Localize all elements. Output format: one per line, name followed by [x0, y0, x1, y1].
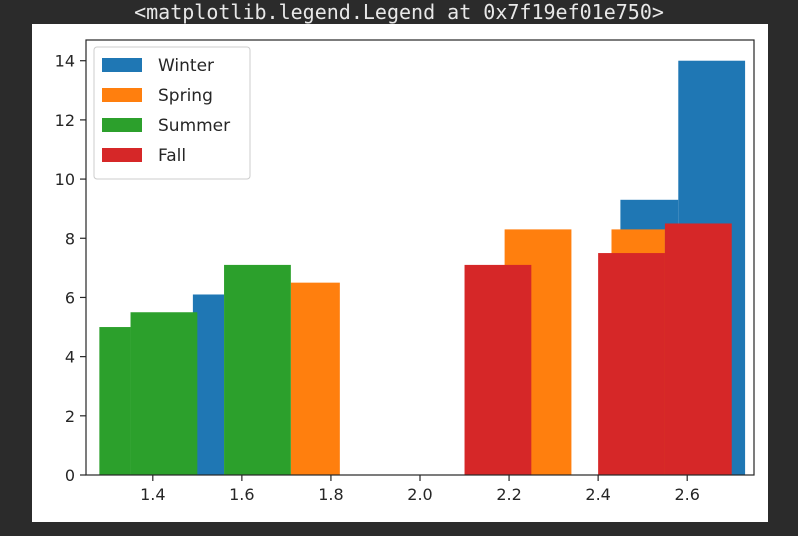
bar-chart: 1.4 1.6 1.8 2.0 2.2 2.4 2.6 0 2 4 6 8 10 12 14 Winter… [55, 39, 755, 504]
bar-fall-3 [664, 223, 732, 475]
x-tick-label: 1.6 [229, 485, 254, 504]
bar-summer-3 [224, 264, 291, 475]
cell-output-text: <matplotlib.legend.Legend at 0x7f19ef01e… [134, 0, 664, 24]
legend-swatch-spring [102, 88, 142, 102]
figure-canvas: 1.4 1.6 1.8 2.0 2.2 2.4 2.6 0 2 4 6 8 10 12 14 Winter… [32, 24, 768, 522]
bar-summer-1 [99, 327, 131, 475]
bar-summer-2 [130, 312, 198, 475]
y-tick-label: 6 [65, 288, 75, 307]
y-tick-label: 12 [55, 111, 75, 130]
x-axis: 1.4 1.6 1.8 2.0 2.2 2.4 2.6 [140, 475, 700, 504]
legend: Winter Spring Summer Fall [93, 46, 251, 180]
y-tick-label: 8 [65, 229, 75, 248]
y-tick-label: 4 [65, 348, 75, 367]
legend-box [93, 46, 251, 180]
legend-label-spring: Spring [158, 86, 213, 106]
legend-label-fall: Fall [158, 146, 186, 166]
legend-swatch-winter [102, 58, 142, 72]
bar-spring-1 [290, 282, 340, 475]
legend-swatch-summer [102, 118, 142, 132]
y-tick-label: 10 [55, 170, 75, 189]
y-axis: 0 2 4 6 8 10 12 14 [55, 52, 86, 485]
x-tick-label: 1.4 [140, 485, 165, 504]
y-tick-label: 2 [65, 407, 75, 426]
x-tick-label: 2.0 [407, 485, 432, 504]
bar-fall-1 [464, 264, 532, 475]
legend-swatch-fall [102, 148, 142, 162]
y-tick-label: 0 [65, 466, 75, 485]
bars-layer [99, 60, 746, 476]
legend-label-winter: Winter [158, 56, 214, 76]
legend-label-summer: Summer [158, 116, 230, 136]
x-tick-label: 2.2 [496, 485, 521, 504]
x-tick-label: 1.8 [318, 485, 343, 504]
x-tick-label: 2.4 [585, 485, 610, 504]
x-tick-label: 2.6 [674, 485, 699, 504]
y-tick-label: 14 [55, 52, 75, 71]
bar-winter-1 [192, 294, 225, 475]
bar-fall-2 [598, 253, 665, 475]
